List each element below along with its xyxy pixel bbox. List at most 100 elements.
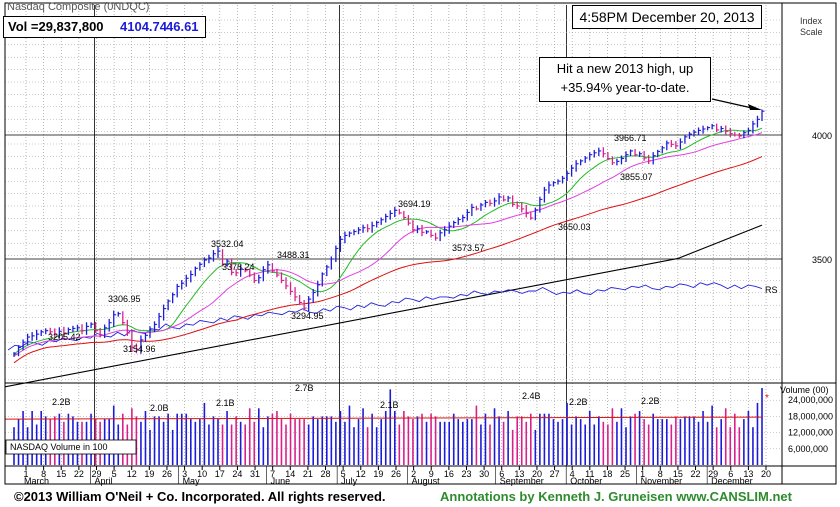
x-tick-label: 17 (215, 469, 225, 479)
x-tick-label: 6 (728, 469, 733, 479)
price-label: 3294.95 (291, 311, 324, 321)
rs-line-series (7, 282, 763, 351)
x-tick-label: 24 (232, 469, 242, 479)
x-tick-label: 14 (285, 469, 295, 479)
x-tick-label: 19 (144, 469, 154, 479)
volume-info-box: Vol =29,837,800 4104.74 46.61 (3, 16, 206, 38)
price-label: 3573.57 (452, 243, 485, 253)
x-tick-label: 15 (56, 469, 66, 479)
x-tick-label: 23 (461, 469, 471, 479)
x-tick-label: 7 (270, 469, 275, 479)
x-tick-label: 20 (532, 469, 542, 479)
price-label: 3205.42 (48, 332, 81, 342)
x-tick-label: 26 (162, 469, 172, 479)
x-tick-label: 22 (74, 469, 84, 479)
price-bars (13, 109, 765, 357)
x-tick-label: 12 (127, 469, 137, 479)
x-tick-label: 22 (691, 469, 701, 479)
x-tick-label: 10 (197, 469, 207, 479)
annotation-line-1: Hit a new 2013 high, up (556, 61, 694, 76)
timestamp-box: 4:58PM December 20, 2013 (572, 5, 762, 29)
index-change: 46.61 (166, 19, 199, 34)
volume-tick-label: 24,000,000 (788, 395, 833, 405)
x-tick-label: 15 (673, 469, 683, 479)
month-label: July (341, 476, 358, 486)
price-label: 3966.71 (614, 133, 647, 143)
price-label: 3378.24 (222, 262, 255, 272)
x-tick-label: 1 (23, 469, 28, 479)
volume-axis-title: Volume (00) (780, 385, 829, 395)
x-tick-label: 29 (708, 469, 718, 479)
volume-label: 2.1B (380, 400, 399, 410)
x-tick-label: 11 (585, 469, 594, 479)
index-price: 4104.74 (120, 19, 167, 34)
index-scale-label: Index Scale (800, 16, 823, 37)
x-tick-label: 19 (373, 469, 383, 479)
x-tick-label: 6 (499, 469, 504, 479)
volume-marker: * (765, 393, 769, 404)
month-label: October (570, 476, 602, 486)
volume-legend-box (5, 439, 137, 455)
x-tick-label: 8 (658, 469, 663, 479)
month-label: March (24, 476, 49, 486)
month-label: November (641, 476, 683, 486)
ma21-line (13, 132, 763, 357)
month-label: August (412, 476, 441, 486)
x-tick-label: 27 (550, 469, 560, 479)
x-tick-label: 5 (112, 469, 117, 479)
copyright-text: ©2013 William O'Neil + Co. Incorporated.… (14, 489, 386, 504)
x-tick-label: 12 (356, 469, 366, 479)
x-tick-label: 2 (411, 469, 416, 479)
y-tick-label: 4000 (812, 131, 832, 141)
x-tick-label: 8 (41, 469, 46, 479)
annotation-credit: Annotations by Kenneth J. Gruneisen www.… (440, 489, 792, 504)
price-label: 3650.03 (558, 222, 591, 232)
x-tick-label: 25 (620, 469, 630, 479)
x-tick-label: 4 (570, 469, 575, 479)
x-tick-label: 28 (321, 469, 331, 479)
rs-label: RS (765, 285, 778, 295)
x-tick-label: 5 (341, 469, 346, 479)
ma200-line (4, 224, 763, 388)
moving-average-lines (13, 127, 763, 364)
x-tick-label: 21 (303, 469, 313, 479)
price-label: 3488.31 (277, 250, 310, 260)
chart-labels: RS 3205.42 3306.95 3154.96 3532.04 3488.31 337… (5, 133, 778, 455)
ma200-polyline (4, 224, 763, 388)
annotation-line-2: +35.94% year-to-date. (560, 80, 690, 95)
volume-legend-text: NASDAQ Volume in 100 (10, 442, 108, 452)
y-tick-label: 3500 (812, 255, 832, 265)
x-tick-label: 16 (444, 469, 454, 479)
volume-tick-label: 12,000,000 (788, 428, 833, 438)
month-label: June (271, 476, 291, 486)
chart-title: Nasdaq Composite (0NDQC) (7, 1, 150, 13)
price-label: 3694.19 (398, 199, 431, 209)
volume-tick-label: 18,000,000 (788, 411, 833, 421)
price-label: 3532.04 (211, 239, 244, 249)
price-label: 3306.95 (108, 294, 141, 304)
price-label: 3855.07 (620, 172, 653, 182)
x-tick-label: 3 (182, 469, 187, 479)
volume-tick-label: 6,000,000 (788, 444, 828, 454)
volume-label: 2.2B (52, 397, 71, 407)
ma50-line (13, 156, 763, 364)
month-label: May (183, 476, 201, 486)
x-tick-label: 30 (479, 469, 489, 479)
annotation-arrow-shaft (711, 98, 753, 109)
volume-label: 2.4B (522, 391, 541, 401)
x-tick-label: 18 (602, 469, 612, 479)
x-tick-label: 31 (250, 469, 260, 479)
rs-line (7, 282, 763, 351)
price-label: 3154.96 (123, 344, 156, 354)
volume-label: 2.7B (295, 383, 314, 393)
x-tick-label: 1 (640, 469, 645, 479)
volume-label: 2.2B (641, 396, 660, 406)
annotation-box: Hit a new 2013 high, up +35.94% year-to-… (539, 57, 711, 102)
volume-label: 2.1B (216, 398, 235, 408)
month-label: December (711, 476, 753, 486)
chart-axes: 1 8 15 22 29 5 12 19 26 3 10 17 24 31 7 14 21 28 5 12 19 26 2 9… (4, 2, 837, 486)
volume-bars (4, 388, 763, 465)
x-tick-label: 26 (391, 469, 401, 479)
ma10-line (13, 127, 763, 355)
